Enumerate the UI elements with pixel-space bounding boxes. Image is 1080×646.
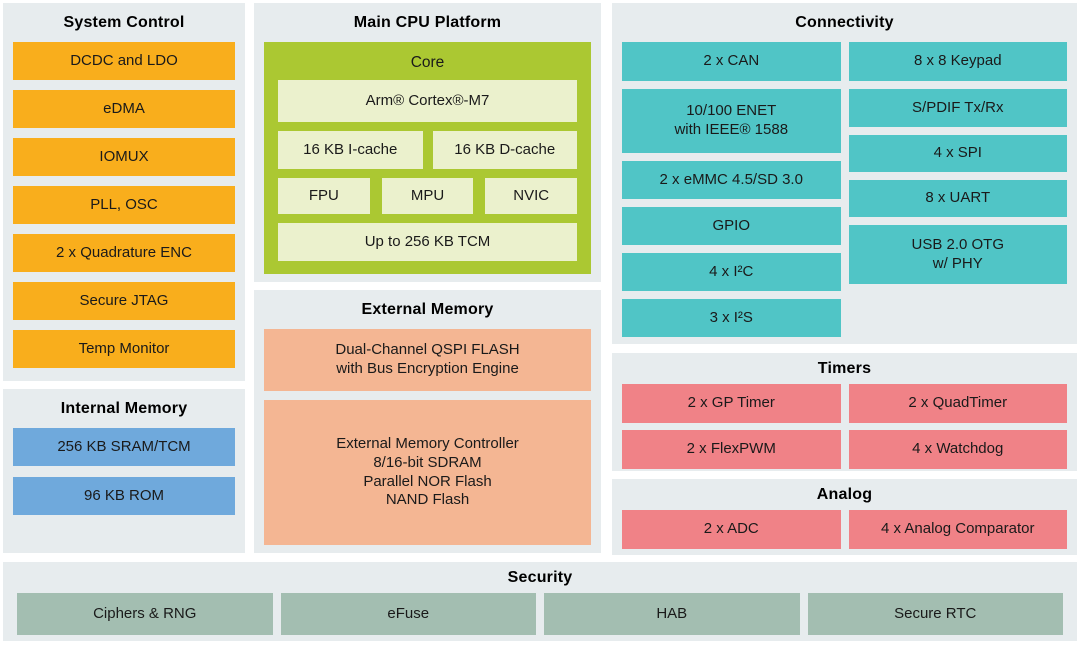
- block-adc: 2 x ADC: [622, 510, 841, 549]
- security-title: Security: [507, 569, 573, 586]
- block-usb-otg: USB 2.0 OTG w/ PHY: [848, 225, 1067, 284]
- block-rom: 96 KB ROM: [13, 477, 235, 515]
- analog-title: Analog: [816, 486, 873, 503]
- block-ciphers-rng: Ciphers & RNG: [17, 593, 273, 635]
- timers-title: Timers: [817, 360, 872, 377]
- block-spi: 4 x SPI: [848, 135, 1067, 172]
- middle-column: Main CPU Platform Core Arm® Cortex®-M7 1…: [254, 3, 601, 553]
- block-quadtimer: 2 x QuadTimer: [848, 384, 1067, 423]
- block-spdif: S/PDIF Tx/Rx: [848, 89, 1067, 127]
- timers-grid: 2 x GP Timer 2 x QuadTimer 2 x FlexPWM 4…: [622, 384, 1067, 469]
- block-watchdog: 4 x Watchdog: [848, 430, 1067, 469]
- internal-memory-title: Internal Memory: [60, 400, 188, 417]
- block-secure-jtag: Secure JTAG: [13, 282, 235, 320]
- block-dcache: 16 KB D-cache: [432, 131, 577, 169]
- system-control-panel: System Control DCDC and LDO eDMA IOMUX P…: [3, 3, 245, 381]
- internal-memory-blocks: 256 KB SRAM/TCM 96 KB ROM: [13, 428, 235, 526]
- connectivity-right-column: 8 x 8 Keypad S/PDIF Tx/Rx 4 x SPI 8 x UA…: [848, 42, 1067, 337]
- block-can: 2 x CAN: [622, 42, 841, 81]
- block-icache: 16 KB I-cache: [278, 131, 423, 169]
- system-control-blocks: DCDC and LDO eDMA IOMUX PLL, OSC 2 x Qua…: [13, 42, 235, 378]
- block-hab: HAB: [544, 593, 800, 635]
- block-tcm: Up to 256 KB TCM: [278, 223, 577, 261]
- block-sram-tcm: 256 KB SRAM/TCM: [13, 428, 235, 466]
- block-gp-timer: 2 x GP Timer: [622, 384, 841, 423]
- tcm-row: Up to 256 KB TCM: [278, 223, 577, 261]
- system-control-title: System Control: [63, 14, 185, 31]
- block-edma: eDMA: [13, 90, 235, 128]
- block-external-memory-controller: External Memory Controller 8/16-bit SDRA…: [264, 400, 591, 545]
- cpu-units-row: FPU MPU NVIC: [278, 178, 578, 214]
- block-efuse: eFuse: [280, 593, 536, 635]
- connectivity-panel: Connectivity 2 x CAN 10/100 ENET with IE…: [612, 3, 1077, 344]
- security-panel: Security Ciphers & RNG eFuse HAB Secure …: [3, 562, 1077, 641]
- main-cpu-platform-title: Main CPU Platform: [353, 14, 502, 31]
- connectivity-left-column: 2 x CAN 10/100 ENET with IEEE® 1588 2 x …: [622, 42, 841, 337]
- block-nvic: NVIC: [485, 178, 578, 214]
- internal-memory-panel: Internal Memory 256 KB SRAM/TCM 96 KB RO…: [3, 389, 245, 553]
- block-qspi-flash: Dual-Channel QSPI FLASH with Bus Encrypt…: [264, 329, 591, 391]
- analog-panel: Analog 2 x ADC 4 x Analog Comparator: [612, 479, 1077, 555]
- diagram-upper-area: System Control DCDC and LDO eDMA IOMUX P…: [3, 3, 1077, 555]
- core-label: Core: [410, 54, 445, 71]
- block-quadrature-enc: 2 x Quadrature ENC: [13, 234, 235, 272]
- block-secure-rtc: Secure RTC: [807, 593, 1063, 635]
- block-fpu: FPU: [278, 178, 370, 214]
- block-keypad: 8 x 8 Keypad: [848, 42, 1067, 81]
- block-i2s: 3 x I²S: [622, 299, 841, 337]
- external-memory-title: External Memory: [361, 301, 494, 318]
- main-cpu-platform-panel: Main CPU Platform Core Arm® Cortex®-M7 1…: [254, 3, 601, 282]
- block-mpu: MPU: [381, 178, 474, 214]
- block-temp-monitor: Temp Monitor: [13, 330, 235, 368]
- timers-panel: Timers 2 x GP Timer 2 x QuadTimer 2 x Fl…: [612, 353, 1077, 471]
- security-blocks: Ciphers & RNG eFuse HAB Secure RTC: [17, 593, 1063, 635]
- connectivity-columns: 2 x CAN 10/100 ENET with IEEE® 1588 2 x …: [622, 42, 1067, 337]
- block-enet: 10/100 ENET with IEEE® 1588: [622, 89, 841, 153]
- right-column: Connectivity 2 x CAN 10/100 ENET with IE…: [612, 3, 1077, 555]
- soc-block-diagram: System Control DCDC and LDO eDMA IOMUX P…: [3, 3, 1077, 641]
- block-emmc-sd: 2 x eMMC 4.5/SD 3.0: [622, 161, 841, 199]
- block-analog-comparator: 4 x Analog Comparator: [848, 510, 1067, 549]
- block-dcdc-and-ldo: DCDC and LDO: [13, 42, 235, 80]
- block-cortex-m7: Arm® Cortex®-M7: [278, 80, 577, 122]
- block-flexpwm: 2 x FlexPWM: [622, 430, 841, 469]
- cpu-core-group: Core Arm® Cortex®-M7 16 KB I-cache 16 KB…: [264, 42, 591, 274]
- external-memory-panel: External Memory Dual-Channel QSPI FLASH …: [254, 290, 601, 553]
- cache-row: 16 KB I-cache 16 KB D-cache: [278, 131, 577, 169]
- block-uart: 8 x UART: [848, 180, 1067, 217]
- block-pll-osc: PLL, OSC: [13, 186, 235, 224]
- analog-grid: 2 x ADC 4 x Analog Comparator: [622, 510, 1067, 549]
- connectivity-title: Connectivity: [795, 14, 894, 31]
- left-column: System Control DCDC and LDO eDMA IOMUX P…: [3, 3, 245, 553]
- block-iomux: IOMUX: [13, 138, 235, 176]
- block-i2c: 4 x I²C: [622, 253, 841, 291]
- block-gpio: GPIO: [622, 207, 841, 245]
- cortex-row: Arm® Cortex®-M7: [278, 80, 577, 122]
